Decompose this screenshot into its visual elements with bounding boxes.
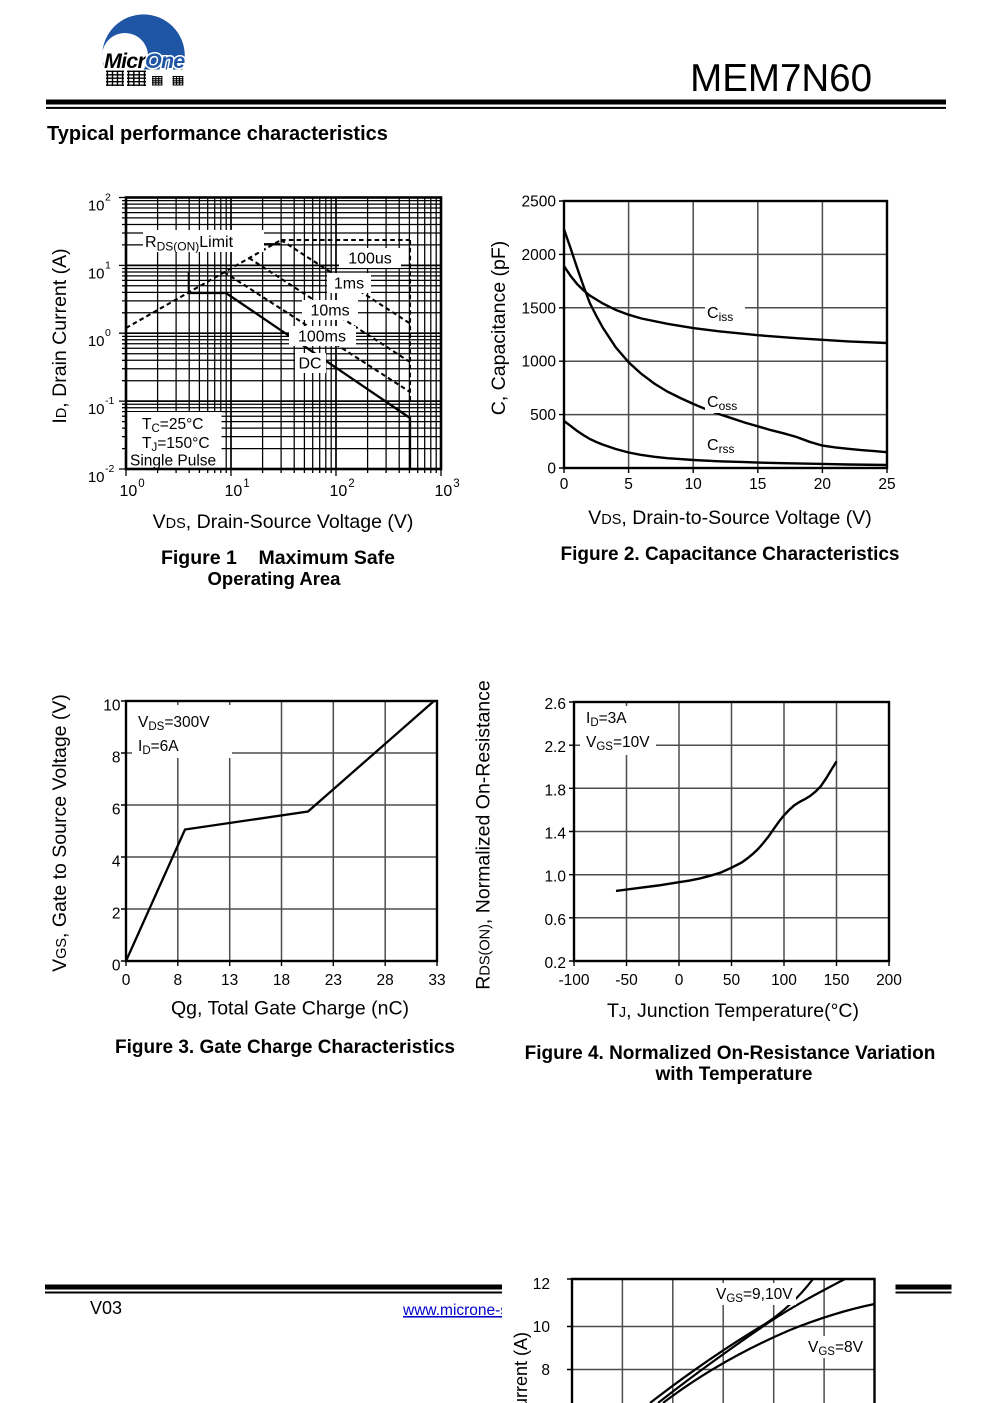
svg-text:10: 10 — [88, 469, 105, 486]
svg-text:20: 20 — [814, 476, 832, 493]
svg-text:1.0: 1.0 — [544, 869, 566, 886]
svg-text:RDS(ON), Normalized On-Resista: RDS(ON), Normalized On-Resistance — [473, 680, 495, 990]
svg-text:Figure 1 Maximum Safe: Figure 1 Maximum Safe — [161, 547, 395, 569]
svg-text:1.4: 1.4 — [544, 826, 566, 843]
svg-text:0: 0 — [112, 958, 121, 975]
svg-text:ID, Drain Current (A): ID, Drain Current (A) — [49, 248, 71, 423]
svg-text:3: 3 — [453, 478, 459, 490]
svg-text:8: 8 — [112, 750, 121, 767]
svg-text:12: 12 — [533, 1276, 550, 1293]
svg-text:100us: 100us — [348, 251, 392, 268]
svg-text:MEM7N60: MEM7N60 — [690, 57, 872, 100]
svg-text:Figure 4. Normalized On-Resist: Figure 4. Normalized On-Resistance Varia… — [525, 1043, 936, 1064]
svg-text:2500: 2500 — [522, 194, 557, 211]
svg-text:VGS=10V: VGS=10V — [586, 734, 650, 753]
svg-text:2000: 2000 — [522, 247, 557, 264]
svg-text:100ms: 100ms — [298, 329, 346, 346]
svg-text:DC: DC — [298, 356, 321, 373]
svg-text:4: 4 — [112, 854, 121, 871]
svg-text:-2: -2 — [105, 463, 114, 475]
svg-text:-1: -1 — [105, 395, 114, 407]
svg-text:1000: 1000 — [522, 354, 557, 371]
svg-text:100: 100 — [771, 972, 797, 989]
svg-text:10: 10 — [533, 1319, 551, 1336]
svg-text:50: 50 — [723, 972, 741, 989]
svg-text:TJ=150°C: TJ=150°C — [142, 435, 210, 454]
svg-text:1ms: 1ms — [334, 276, 364, 293]
svg-text:1500: 1500 — [522, 300, 557, 317]
svg-text:2.6: 2.6 — [544, 696, 566, 713]
svg-text:Qg, Total Gate Charge (nC): Qg, Total Gate Charge (nC) — [171, 998, 409, 1020]
svg-text:Figure 3. Gate Charge Characte: Figure 3. Gate Charge Characteristics — [115, 1037, 455, 1058]
svg-text:15: 15 — [749, 476, 766, 493]
svg-text:RDS(ON)Limit: RDS(ON)Limit — [145, 234, 234, 254]
svg-text:Figure 2. Capacitance Characte: Figure 2. Capacitance Characteristics — [561, 544, 900, 565]
svg-text:10: 10 — [685, 476, 703, 493]
svg-text:10ms: 10ms — [310, 303, 349, 320]
svg-text:18: 18 — [273, 972, 290, 989]
svg-text:10: 10 — [103, 698, 121, 715]
svg-text:1: 1 — [243, 478, 249, 490]
svg-text:C, Capacitance (pF): C, Capacitance (pF) — [488, 241, 510, 415]
svg-text:V03: V03 — [90, 1298, 122, 1318]
svg-text:TC=25°C: TC=25°C — [142, 416, 203, 435]
svg-text:10: 10 — [225, 483, 243, 500]
svg-text:VDS, Drain-Source Voltage (V): VDS, Drain-Source Voltage (V) — [153, 511, 414, 533]
svg-text:MicrOne: MicrOne — [104, 49, 185, 73]
svg-text:0: 0 — [138, 478, 144, 490]
svg-text:0: 0 — [675, 972, 684, 989]
svg-text:2: 2 — [105, 192, 111, 204]
svg-text:8: 8 — [541, 1362, 550, 1379]
svg-text:VDS, Drain-to-Source Voltage (: VDS, Drain-to-Source Voltage (V) — [588, 507, 872, 529]
svg-text:10: 10 — [88, 265, 105, 282]
svg-text:VGS, Gate to Source Voltage (V: VGS, Gate to Source Voltage (V) — [49, 694, 71, 972]
svg-text:0.2: 0.2 — [544, 955, 566, 972]
svg-text:Operating Area: Operating Area — [208, 568, 342, 589]
svg-text:VGS=8V: VGS=8V — [808, 1339, 864, 1358]
svg-text:Single Pulse: Single Pulse — [130, 453, 216, 470]
svg-text:1.8: 1.8 — [544, 782, 566, 799]
svg-text:-100: -100 — [558, 972, 589, 989]
svg-text:10: 10 — [88, 198, 105, 215]
svg-text:500: 500 — [530, 407, 556, 424]
svg-text:13: 13 — [221, 972, 238, 989]
svg-text:5: 5 — [624, 476, 633, 493]
svg-text:23: 23 — [325, 972, 342, 989]
svg-text:1: 1 — [105, 259, 111, 271]
svg-text:VDS=300V: VDS=300V — [138, 714, 210, 733]
svg-text:Typical performance characteri: Typical performance characteristics — [47, 123, 388, 145]
svg-text:25: 25 — [878, 476, 895, 493]
svg-text:10: 10 — [120, 483, 138, 500]
svg-text:2: 2 — [348, 478, 354, 490]
svg-text:Coss: Coss — [707, 394, 737, 413]
svg-text:0: 0 — [122, 972, 131, 989]
svg-text:200: 200 — [876, 972, 902, 989]
svg-text:33: 33 — [428, 972, 445, 989]
svg-text:6: 6 — [112, 802, 121, 819]
svg-text:28: 28 — [377, 972, 394, 989]
svg-text:2.2: 2.2 — [544, 739, 566, 756]
svg-text:8: 8 — [174, 972, 183, 989]
svg-text:10: 10 — [330, 483, 348, 500]
svg-text:150: 150 — [824, 972, 850, 989]
svg-text:0: 0 — [560, 476, 569, 493]
svg-text:Crss: Crss — [707, 437, 735, 456]
svg-text:0.6: 0.6 — [544, 912, 566, 929]
svg-text:-50: -50 — [615, 972, 638, 989]
svg-text:TJ, Junction Temperature(°C): TJ, Junction Temperature(°C) — [607, 1000, 859, 1022]
svg-text:with Temperature: with Temperature — [655, 1064, 813, 1085]
svg-text:Ciss: Ciss — [707, 305, 733, 324]
svg-text:0: 0 — [105, 327, 111, 339]
svg-text:0: 0 — [547, 461, 556, 478]
svg-text:10: 10 — [88, 401, 105, 418]
svg-text:10: 10 — [435, 483, 453, 500]
svg-text:ID, Drain Current (A): ID, Drain Current (A) — [511, 1332, 531, 1403]
svg-text:10: 10 — [88, 333, 105, 350]
svg-text:2: 2 — [112, 906, 121, 923]
